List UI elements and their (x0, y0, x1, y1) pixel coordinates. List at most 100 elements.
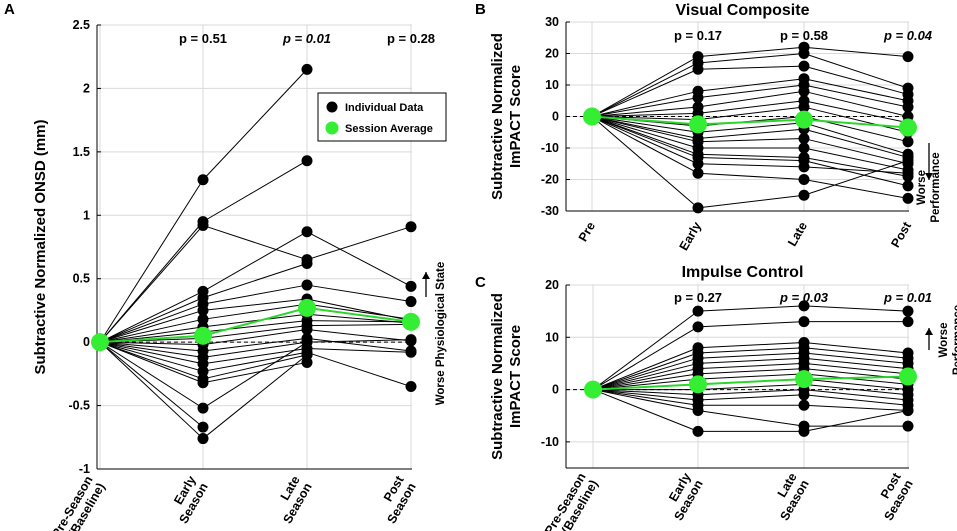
y-axis-label: Subtractive Normalized ONSD (mm) (32, 119, 49, 374)
individual-line-segment (306, 351, 412, 388)
individual-line-segment (697, 389, 805, 396)
individual-point (692, 425, 704, 437)
legend-marker-individual (326, 101, 338, 113)
individual-line-segment (202, 298, 308, 311)
individual-line-segment (592, 373, 699, 391)
individual-point (902, 316, 914, 328)
individual-line-segment (803, 84, 909, 108)
individual-point (692, 63, 704, 75)
legend-label-average: Session Average (345, 123, 433, 135)
individual-point (798, 189, 810, 201)
individual-line-segment (306, 320, 412, 323)
individual-line-segment (592, 389, 699, 396)
individual-point (902, 51, 914, 63)
individual-line-segment (202, 303, 308, 320)
individual-line-segment (803, 357, 909, 370)
y-axis-label-line: ImPACT Score (507, 65, 524, 168)
individual-point (692, 92, 704, 104)
individual-point (798, 133, 810, 145)
individual-line-segment (99, 341, 204, 346)
individual-line-segment (803, 352, 909, 364)
individual-line-segment (99, 303, 204, 343)
individual-line-segment (697, 122, 805, 133)
individual-line-segment (697, 394, 805, 401)
average-point (795, 370, 813, 389)
individual-line-segment (99, 318, 204, 343)
annotation-line: Worse (916, 170, 928, 205)
individual-line-segment (202, 313, 308, 328)
individual-line-segment (591, 68, 699, 117)
y-tick-label: -10 (541, 435, 559, 449)
individual-line-segment (99, 225, 204, 343)
y-tick-label: -1 (79, 462, 90, 476)
individual-line-segment (591, 116, 699, 209)
individual-line-segment (306, 323, 412, 327)
individual-series (592, 300, 914, 437)
y-axis-label: Subtractive Normalized ImPACT Score (489, 33, 524, 200)
legend: Individual Data Session Average (317, 92, 447, 142)
y-tick-label: 10 (545, 330, 559, 344)
individual-line-segment (591, 62, 699, 117)
individual-line-segment (697, 78, 805, 92)
individual-line-segment (803, 100, 909, 124)
individual-point (798, 85, 810, 97)
annotation: Worse Physiological State (422, 262, 447, 405)
individual-line-segment (803, 347, 909, 359)
individual-line-segment (592, 352, 699, 391)
individual-point (405, 221, 417, 233)
individual-line-segment (803, 166, 909, 174)
y-tick-label: 2 (83, 81, 90, 95)
average-point (91, 333, 109, 352)
individual-point (301, 155, 313, 167)
individual-line-segment (803, 373, 909, 385)
individual-line-segment (99, 341, 204, 372)
individual-line-segment (591, 116, 699, 143)
y-tick-label: 1.5 (73, 145, 90, 159)
individual-line-segment (803, 409, 909, 432)
individual-line-segment (803, 106, 909, 133)
individual-line-segment (803, 305, 909, 312)
individual-line-segment (202, 341, 308, 409)
legend-marker-average (325, 121, 339, 135)
y-axis-label-line: Subtractive Normalized ONSD (mm) (32, 119, 49, 374)
individual-line-segment (803, 156, 909, 177)
individual-point (197, 377, 209, 389)
x-tick-label: Early (677, 219, 704, 253)
individual-line-segment (591, 97, 699, 117)
individual-point (197, 402, 209, 414)
y-tick-label: 0 (552, 383, 559, 397)
x-tick-label: Post (888, 219, 914, 250)
individual-line-segment (803, 90, 909, 117)
individual-line-segment (591, 106, 699, 117)
panel-letter: C (475, 274, 486, 291)
individual-line-segment (803, 128, 909, 158)
panel-b: -30 -20 -10 0 10 20 30 Pre Early Late Post Subtract… (475, 1, 942, 253)
individual-line-segment (202, 351, 308, 372)
individual-line-segment (202, 328, 308, 346)
individual-point (405, 381, 417, 393)
individual-line-segment (697, 321, 805, 328)
x-tick-label-line: Post (888, 219, 914, 250)
individual-point (197, 304, 209, 316)
annotation: Worse Performance (925, 305, 957, 375)
individual-point (197, 313, 209, 325)
individual-line-segment (202, 341, 308, 358)
individual-line-segment (306, 339, 412, 343)
individual-line-segment (697, 305, 805, 312)
individual-line-segment (306, 303, 412, 320)
y-tick-label: 0 (552, 110, 559, 124)
individual-line-segment (202, 354, 308, 439)
individual-line-segment (591, 112, 699, 117)
individual-line-segment (202, 337, 308, 352)
individual-line-segment (306, 328, 412, 342)
individual-line-segment (592, 310, 699, 390)
individual-line-segment (697, 383, 805, 391)
individual-point (902, 101, 914, 113)
y-tick-label: -0.5 (68, 399, 90, 413)
individual-point (798, 101, 810, 113)
p-value-label: p = 0.01 (883, 290, 932, 305)
y-tick-label: -10 (541, 141, 559, 155)
individual-point (197, 219, 209, 231)
